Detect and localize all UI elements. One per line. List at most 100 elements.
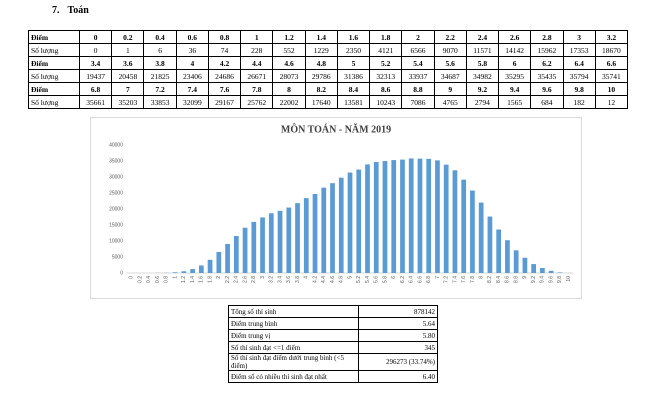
cell: 1: [240, 30, 274, 44]
bar: [417, 158, 423, 273]
chart: MÔN TOÁN - NĂM 2019 0 5000 10000 15000 20000…: [90, 117, 582, 299]
cell: 5.8: [465, 56, 500, 70]
x-tick-label: 2.4: [234, 276, 240, 283]
cell: 35295: [498, 69, 532, 83]
bar: [391, 160, 397, 273]
cell: 17640: [304, 95, 338, 109]
bar: [505, 240, 510, 273]
bar: [513, 250, 519, 273]
bar: [303, 198, 309, 273]
cell: 684: [530, 95, 564, 109]
cell: 0.2: [111, 30, 145, 44]
section-title: Toán: [67, 5, 89, 16]
x-tick-label: 7.6: [461, 276, 467, 283]
bar: [461, 179, 467, 273]
y-tick-label: 15000: [109, 222, 123, 228]
cell: 11571: [465, 43, 500, 57]
cell: 35741: [594, 69, 629, 83]
x-tick-label: 2.8: [251, 276, 257, 283]
cell: 17353: [562, 43, 596, 57]
summary-row: Điểm trung vị 5.80: [228, 329, 438, 342]
cell: 34687: [433, 69, 467, 83]
bar: [268, 213, 274, 273]
cell: 4.2: [207, 56, 242, 70]
bar: [330, 183, 335, 273]
x-tick-label: 5.8: [382, 276, 388, 283]
bar: [260, 217, 265, 273]
x-tick-label: 1: [172, 276, 178, 279]
cell: 4.8: [304, 56, 338, 70]
cell: 1.2: [272, 30, 306, 44]
cell: 28073: [272, 69, 306, 83]
cell: 1.8: [369, 30, 403, 44]
cell: 3.6: [111, 56, 145, 70]
x-tick-label: 4.4: [321, 276, 327, 283]
cell: 29786: [304, 69, 338, 83]
cell: 6: [498, 56, 532, 70]
bar: [470, 190, 475, 273]
cell: 9.6: [530, 82, 564, 96]
bar: [295, 203, 300, 273]
summary-label: Số thí sinh đạt điểm dưới trung bình (<5…: [228, 353, 359, 371]
x-tick-label: 7.8: [470, 276, 476, 283]
summary-label: Tổng số thí sinh: [228, 305, 359, 318]
bar: [408, 158, 414, 273]
x-tick-label: 4.6: [330, 276, 336, 283]
summary-row: Tổng số thí sinh 878142: [228, 305, 438, 318]
cell: 25762: [240, 95, 274, 109]
summary-value: 878142: [358, 305, 438, 318]
x-tick-label: 8.4: [496, 276, 502, 283]
cell: 8: [272, 82, 306, 96]
cell: 33937: [401, 69, 435, 83]
x-tick-label: 5.6: [374, 276, 380, 283]
x-tick-label: 3.4: [277, 276, 283, 283]
summary-row: Điểm trung bình 5.64: [228, 317, 438, 330]
summary-value: 296273 (33.74%): [358, 353, 438, 371]
x-tick-label: 3: [260, 276, 266, 279]
row-label: Số lượng: [28, 95, 80, 109]
bar: [365, 164, 370, 273]
cell: 20458: [111, 69, 145, 83]
x-tick-label: 9.6: [548, 276, 554, 283]
bar: [242, 227, 248, 273]
cell: 33853: [143, 95, 177, 109]
x-tick-label: 9.4: [540, 276, 546, 283]
row-label: Số lượng: [28, 43, 80, 57]
bar: [356, 169, 362, 273]
cell: 19437: [78, 69, 113, 83]
x-tick-label: 8.6: [505, 276, 511, 283]
score-row: Số lượng 35661 35203 33853 32099 29167 25762 22…: [28, 95, 629, 109]
cell: 182: [562, 95, 596, 109]
bar: [522, 257, 528, 273]
bar: [400, 159, 405, 273]
x-tick-label: 9.2: [531, 276, 537, 283]
score-row: Điểm 3.4 3.6 3.8 4 4.2 4.4 4.6 4.8 5 5.2 5.4 5.6 5.8 6…: [28, 56, 629, 70]
cell: 0.6: [175, 30, 209, 44]
summary-value: 345: [358, 341, 438, 354]
score-row: Điểm 0 0.2 0.4 0.6 0.8 1 1.2 1.4 1.6 1.8 2 2.2 2.4 2.6…: [28, 30, 629, 44]
bar: [225, 243, 230, 273]
cell: 10243: [369, 95, 403, 109]
x-tick-label: 0.8: [164, 276, 170, 283]
summary-row: Điểm số có nhiều thí sinh đạt nhất 6.40: [228, 370, 438, 383]
cell: 34982: [465, 69, 500, 83]
cell: 7.8: [240, 82, 274, 96]
cell: 0.4: [143, 30, 177, 44]
summary-label: Số thí sinh đạt <=1 điểm: [228, 341, 359, 354]
cell: 7086: [401, 95, 435, 109]
y-tick-label: 0: [120, 270, 123, 276]
x-tick-label: 2: [216, 276, 222, 279]
cell: 3: [562, 30, 596, 44]
cell: 2.8: [530, 30, 564, 44]
cell: 5.4: [401, 56, 435, 70]
cell: 0: [78, 30, 113, 44]
x-tick-label: 7: [435, 276, 441, 279]
bar: [443, 164, 449, 273]
cell: 4765: [433, 95, 467, 109]
cell: 3.8: [143, 56, 177, 70]
cell: 29167: [207, 95, 242, 109]
cell: 1.6: [336, 30, 371, 44]
row-label: Điểm: [28, 56, 80, 70]
bar: [251, 221, 257, 273]
